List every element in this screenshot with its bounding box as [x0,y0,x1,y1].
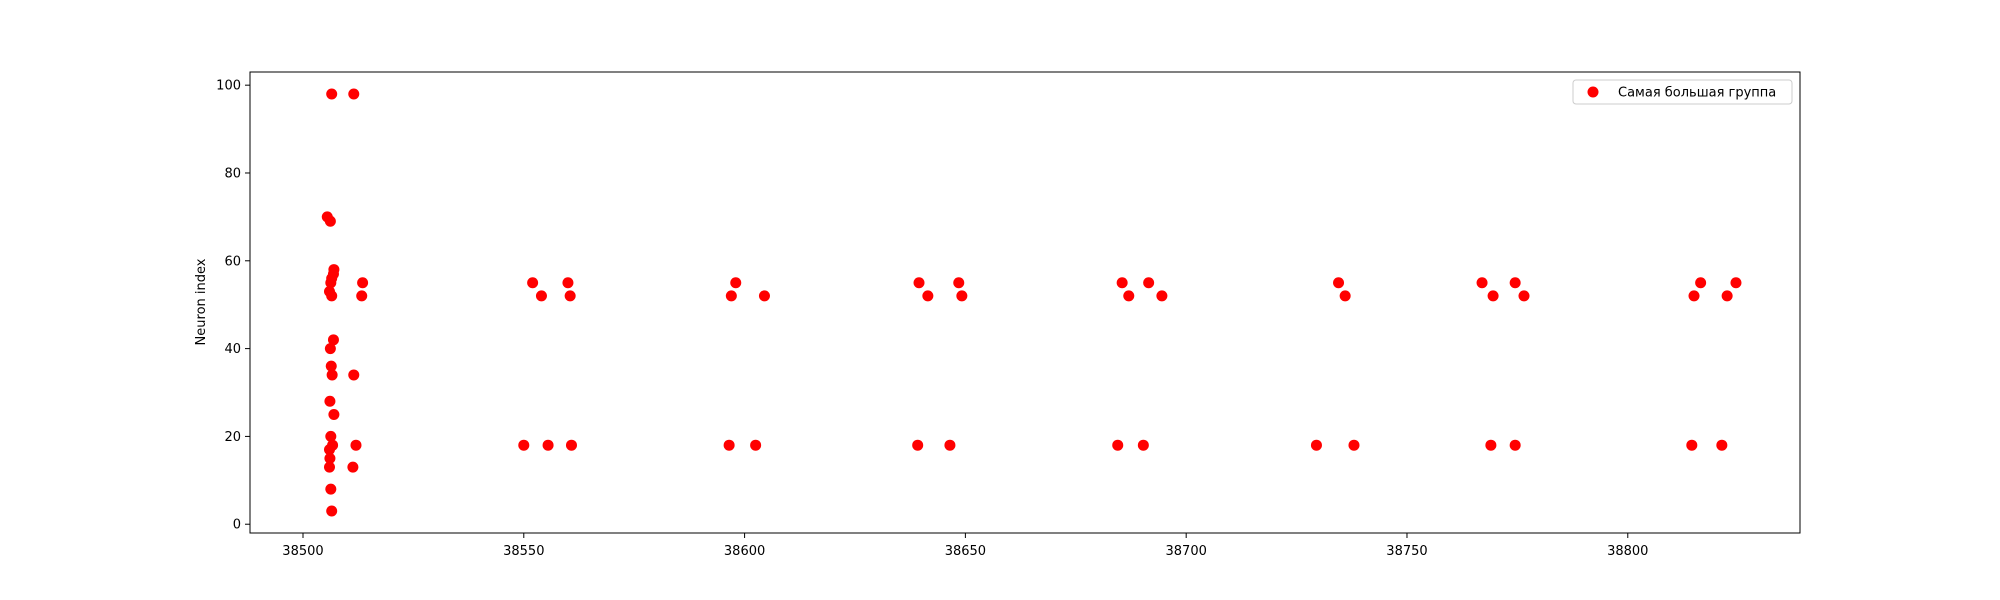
data-point [327,334,339,346]
data-point [758,290,770,302]
data-point [1116,277,1128,289]
data-point [323,444,335,456]
data-point [323,461,335,473]
data-point [1686,439,1698,451]
data-point [356,290,368,302]
data-point [326,88,338,100]
legend: Самая большая группа [1572,79,1793,105]
x-tick-label: 38650 [945,544,986,559]
data-point [1518,290,1530,302]
data-point [1339,290,1351,302]
data-point [348,88,360,100]
x-tick-label: 38750 [1386,544,1427,559]
x-tick-label: 38550 [503,544,544,559]
x-axis: 38500 38550 38600 38650 38700 38750 38800 [282,533,1648,559]
data-point [1688,290,1700,302]
data-point [1476,277,1488,289]
data-point [564,290,576,302]
legend-marker [1587,86,1599,98]
data-point [1112,439,1124,451]
data-point [325,277,337,289]
legend-frame [1572,79,1793,105]
x-tick-label: 38500 [282,544,323,559]
data-point [944,439,956,451]
data-point [324,395,336,407]
y-tick-label: 100 [216,79,241,94]
data-point [912,439,924,451]
data-point [535,290,547,302]
data-points [321,88,1742,517]
data-point [350,439,362,451]
data-point [326,369,338,381]
data-point [1137,439,1149,451]
x-tick-label: 38800 [1607,544,1648,559]
data-point [953,277,965,289]
data-point [326,505,338,517]
data-point [1348,439,1360,451]
data-point [324,452,336,464]
x-tick-label: 38600 [724,544,765,559]
y-tick-label: 80 [224,166,241,181]
data-point [1156,290,1168,302]
data-point [324,343,336,355]
data-point [1509,277,1521,289]
data-point [956,290,968,302]
data-point [1123,290,1135,302]
data-point [326,290,338,302]
data-point [1721,290,1733,302]
data-point [565,439,577,451]
y-tick-label: 20 [224,430,241,445]
data-point [1509,439,1521,451]
y-axis-label: Neuron index [194,258,209,345]
plot-frame [249,71,1801,534]
data-point [1716,439,1728,451]
data-point [1487,290,1499,302]
data-point [347,461,359,473]
plot-area [250,72,1800,533]
data-point [1695,277,1707,289]
data-point [527,277,539,289]
y-tick-label: 40 [224,342,241,357]
data-point [730,277,742,289]
data-point [1485,439,1497,451]
y-tick-label: 60 [224,254,241,269]
data-point [324,215,336,227]
data-point [328,408,340,420]
data-point [750,439,762,451]
data-point [325,360,337,372]
data-point [723,439,735,451]
legend-entry-label: Самая большая группа [1618,86,1776,101]
data-point [1310,439,1322,451]
data-point [562,277,574,289]
data-point [922,290,934,302]
data-point [325,483,337,495]
data-point [913,277,925,289]
data-point [725,290,737,302]
data-point [518,439,530,451]
y-axis: 0 20 40 60 80 100 [216,79,250,533]
data-point [1143,277,1155,289]
data-point [1730,277,1742,289]
x-tick-label: 38700 [1166,544,1207,559]
data-point [357,277,369,289]
data-point [1333,277,1345,289]
data-point [348,369,360,381]
y-tick-label: 0 [233,518,241,533]
data-point [325,430,337,442]
data-point [542,439,554,451]
